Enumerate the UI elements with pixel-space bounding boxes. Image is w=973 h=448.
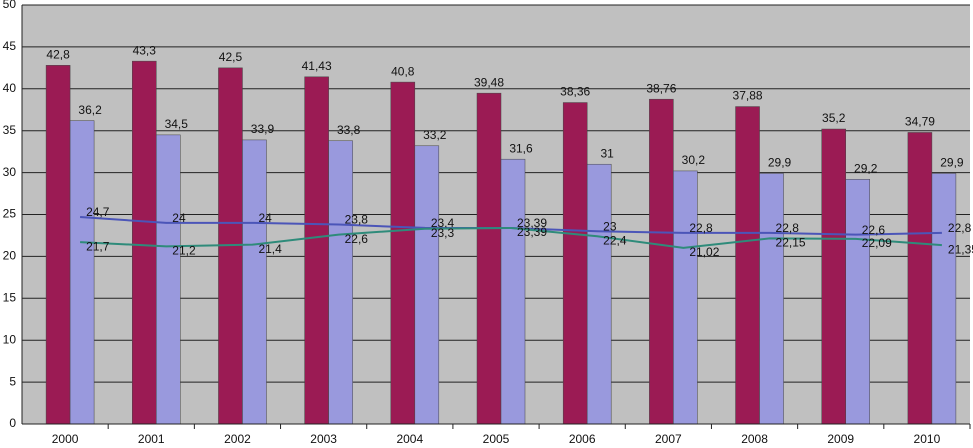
- y-tick-label: 40: [3, 81, 17, 95]
- data-label: 22,8: [948, 221, 972, 235]
- data-label: 31,6: [509, 141, 533, 155]
- x-tick-label: 2002: [224, 432, 251, 446]
- data-label: 21,02: [689, 245, 719, 259]
- x-tick-label: 2005: [483, 432, 510, 446]
- data-label: 43,3: [133, 43, 157, 57]
- bar: [414, 145, 440, 425]
- data-label: 23,8: [345, 213, 369, 227]
- data-label: 42,5: [219, 50, 243, 64]
- bar: [132, 60, 157, 425]
- bar: [242, 139, 267, 425]
- data-label: 24: [258, 211, 272, 225]
- data-label: 21,4: [258, 242, 282, 256]
- bar: [759, 173, 784, 425]
- bar: [673, 170, 698, 425]
- x-tick-label: 2009: [827, 432, 854, 446]
- data-label: 23,39: [517, 216, 547, 230]
- data-label: 33,8: [337, 123, 361, 137]
- bar: [69, 120, 95, 425]
- data-label: 21,7: [86, 239, 110, 253]
- bar: [649, 98, 674, 425]
- bar: [304, 76, 329, 425]
- y-tick-label: 45: [3, 39, 17, 53]
- bar: [328, 140, 353, 425]
- data-label: 29,9: [768, 156, 792, 170]
- data-label: 40,8: [391, 64, 415, 78]
- y-tick-label: 0: [9, 416, 16, 430]
- data-label: 42,8: [46, 48, 70, 62]
- y-tick-label: 5: [9, 374, 16, 388]
- data-label: 23,4: [431, 216, 455, 230]
- bar: [586, 163, 612, 425]
- x-tick-label: 2010: [914, 432, 941, 446]
- data-label: 41,43: [302, 59, 332, 73]
- data-label: 34,79: [905, 115, 935, 129]
- x-tick-label: 2006: [569, 432, 596, 446]
- data-label: 22,6: [345, 232, 369, 246]
- data-label: 22,8: [689, 221, 713, 235]
- x-tick-label: 2007: [655, 432, 682, 446]
- data-label: 22,09: [862, 236, 892, 250]
- bar: [500, 158, 526, 425]
- data-label: 23,3: [431, 226, 455, 240]
- data-label: 29,2: [854, 161, 878, 175]
- bar: [390, 81, 416, 425]
- bar: [931, 173, 957, 425]
- x-tick-label: 2008: [741, 432, 768, 446]
- data-label: 22,6: [862, 223, 886, 237]
- y-tick-label: 30: [3, 165, 17, 179]
- data-label: 21,2: [172, 244, 196, 258]
- bar: [735, 106, 760, 425]
- data-label: 39,48: [474, 75, 504, 89]
- data-label: 31: [601, 146, 615, 160]
- x-tick-label: 2003: [310, 432, 337, 446]
- line: [80, 226, 942, 249]
- data-label: 29,9: [940, 156, 964, 170]
- data-label: 22,15: [776, 236, 806, 250]
- data-label: 23: [603, 219, 617, 233]
- x-tick-label: 2000: [52, 432, 79, 446]
- data-label: 23,39: [517, 225, 547, 239]
- y-tick-label: 25: [3, 207, 17, 221]
- y-tick-label: 50: [3, 0, 17, 11]
- bar: [45, 65, 71, 425]
- data-label: 33,9: [251, 122, 275, 136]
- bar: [907, 132, 933, 425]
- bar: [476, 92, 502, 425]
- data-label: 22,8: [776, 221, 800, 235]
- bar: [156, 134, 181, 425]
- data-label: 36,2: [78, 103, 102, 117]
- data-label: 38,36: [560, 85, 590, 99]
- data-label: 33,2: [423, 128, 447, 142]
- data-label: 24: [172, 211, 186, 225]
- y-tick-label: 15: [3, 290, 17, 304]
- data-label: 38,76: [646, 81, 676, 95]
- data-label: 24,7: [86, 205, 110, 219]
- data-label: 35,2: [822, 111, 846, 125]
- bar: [821, 128, 846, 425]
- data-label: 21,35: [948, 242, 973, 256]
- bar: [562, 102, 588, 425]
- x-tick-label: 2004: [396, 432, 423, 446]
- y-tick-label: 10: [3, 332, 17, 346]
- y-tick-label: 35: [3, 123, 17, 137]
- x-tick-label: 2001: [138, 432, 165, 446]
- bar: [845, 179, 870, 425]
- data-label: 37,88: [733, 89, 763, 103]
- data-label: 22,4: [603, 233, 627, 247]
- data-label: 30,2: [682, 153, 706, 167]
- y-tick-label: 20: [3, 249, 17, 263]
- data-label: 34,5: [165, 117, 189, 131]
